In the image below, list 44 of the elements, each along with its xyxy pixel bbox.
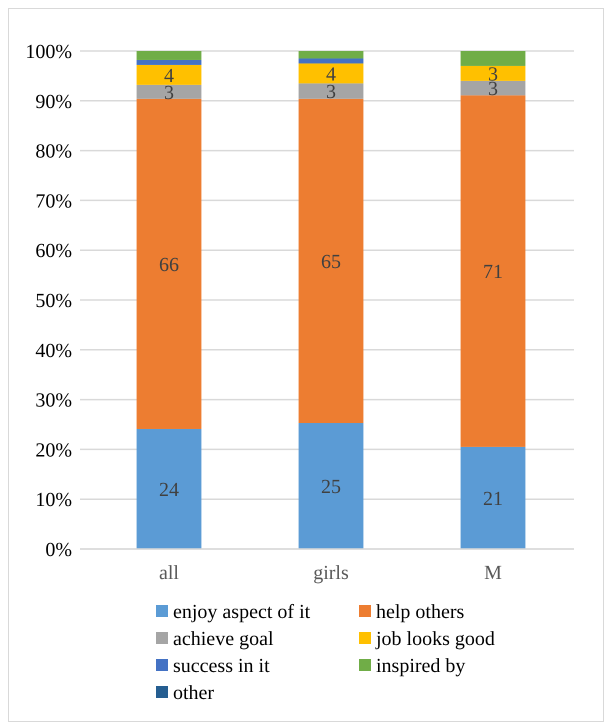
bar	[460, 95, 526, 447]
bar	[136, 60, 202, 65]
bar	[136, 64, 202, 85]
legend-label: enjoy aspect of it	[173, 601, 311, 623]
bar	[460, 80, 526, 96]
data-label: 71	[483, 261, 503, 284]
y-tick-label: 50%	[35, 290, 72, 312]
y-tick-label: 40%	[35, 340, 72, 362]
bar	[460, 51, 526, 66]
bar	[460, 446, 526, 549]
bar	[136, 428, 202, 549]
bar	[136, 84, 202, 99]
data-label: 65	[321, 250, 341, 273]
y-tick-label: 70%	[35, 190, 72, 212]
x-tick-label: M	[484, 562, 502, 584]
y-tick-label: 20%	[35, 439, 72, 462]
bar	[298, 58, 364, 64]
data-label: 25	[321, 476, 341, 498]
legend-label: other	[173, 682, 214, 704]
y-tick-label: 30%	[35, 390, 72, 412]
y-tick-label: 0%	[45, 539, 72, 561]
x-tick-label: girls	[313, 562, 349, 584]
bar	[298, 63, 364, 84]
y-tick-label: 60%	[35, 240, 72, 262]
legend-label: help others	[376, 601, 465, 623]
y-tick-label: 100%	[25, 41, 72, 63]
bar	[298, 83, 364, 99]
legend-label: achieve goal	[173, 628, 274, 650]
bar	[136, 98, 202, 429]
data-label: 21	[483, 488, 503, 510]
legend-label: inspired by	[376, 655, 466, 677]
data-label: 66	[159, 254, 179, 276]
y-tick-label: 80%	[35, 140, 72, 163]
x-tick-label: all	[159, 562, 180, 584]
bar	[298, 98, 364, 424]
legend-label: success in it	[173, 655, 270, 677]
legend-label: job looks good	[375, 628, 495, 650]
bar	[298, 423, 364, 549]
bar	[298, 51, 364, 58]
bar	[136, 51, 202, 60]
y-tick-label: 10%	[35, 489, 72, 512]
y-tick-label: 90%	[35, 90, 72, 113]
bar	[460, 66, 526, 81]
data-label: 24	[159, 478, 179, 501]
